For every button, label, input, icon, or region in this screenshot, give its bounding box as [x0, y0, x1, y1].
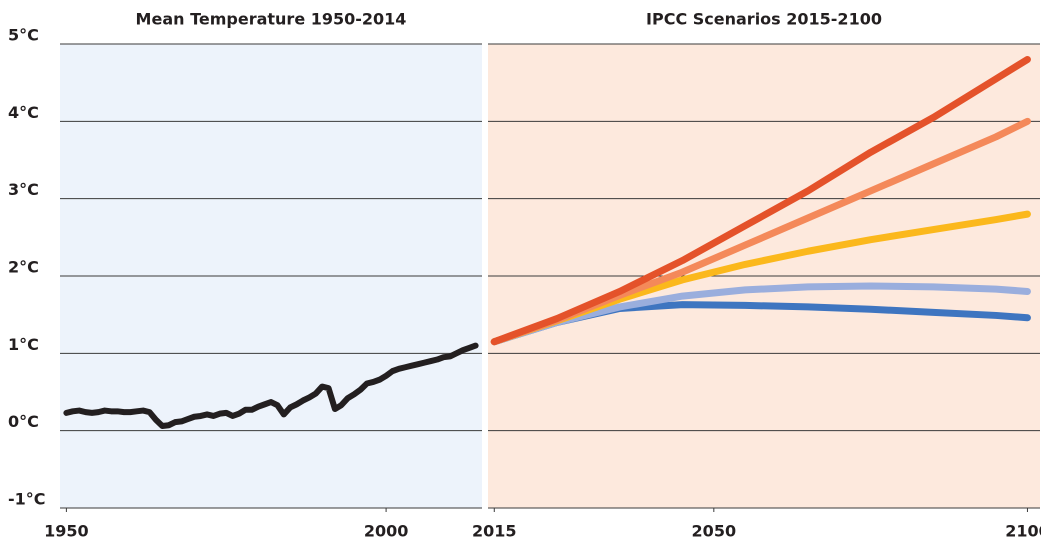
data-line — [490, 55, 1031, 346]
y-tick-label: 4°C — [8, 103, 39, 122]
data-line — [490, 282, 1031, 346]
y-tick-label: 1°C — [8, 335, 39, 354]
x-tick-label: 2050 — [692, 522, 737, 541]
panel-title: Mean Temperature 1950-2014 — [136, 10, 407, 29]
y-tick-label: 5°C — [8, 26, 39, 45]
y-tick-label: -1°C — [8, 490, 46, 509]
x-tick-label: 2000 — [364, 522, 409, 541]
x-tick-label: 2100 — [1005, 522, 1041, 541]
data-line — [63, 342, 479, 430]
x-tick-label: 1950 — [44, 522, 89, 541]
y-tick-label: 0°C — [8, 412, 39, 431]
x-tick-label: 2015 — [472, 522, 517, 541]
y-tick-label: 3°C — [8, 180, 39, 199]
panel-title: IPCC Scenarios 2015-2100 — [646, 10, 882, 29]
y-tick-label: 2°C — [8, 258, 39, 277]
